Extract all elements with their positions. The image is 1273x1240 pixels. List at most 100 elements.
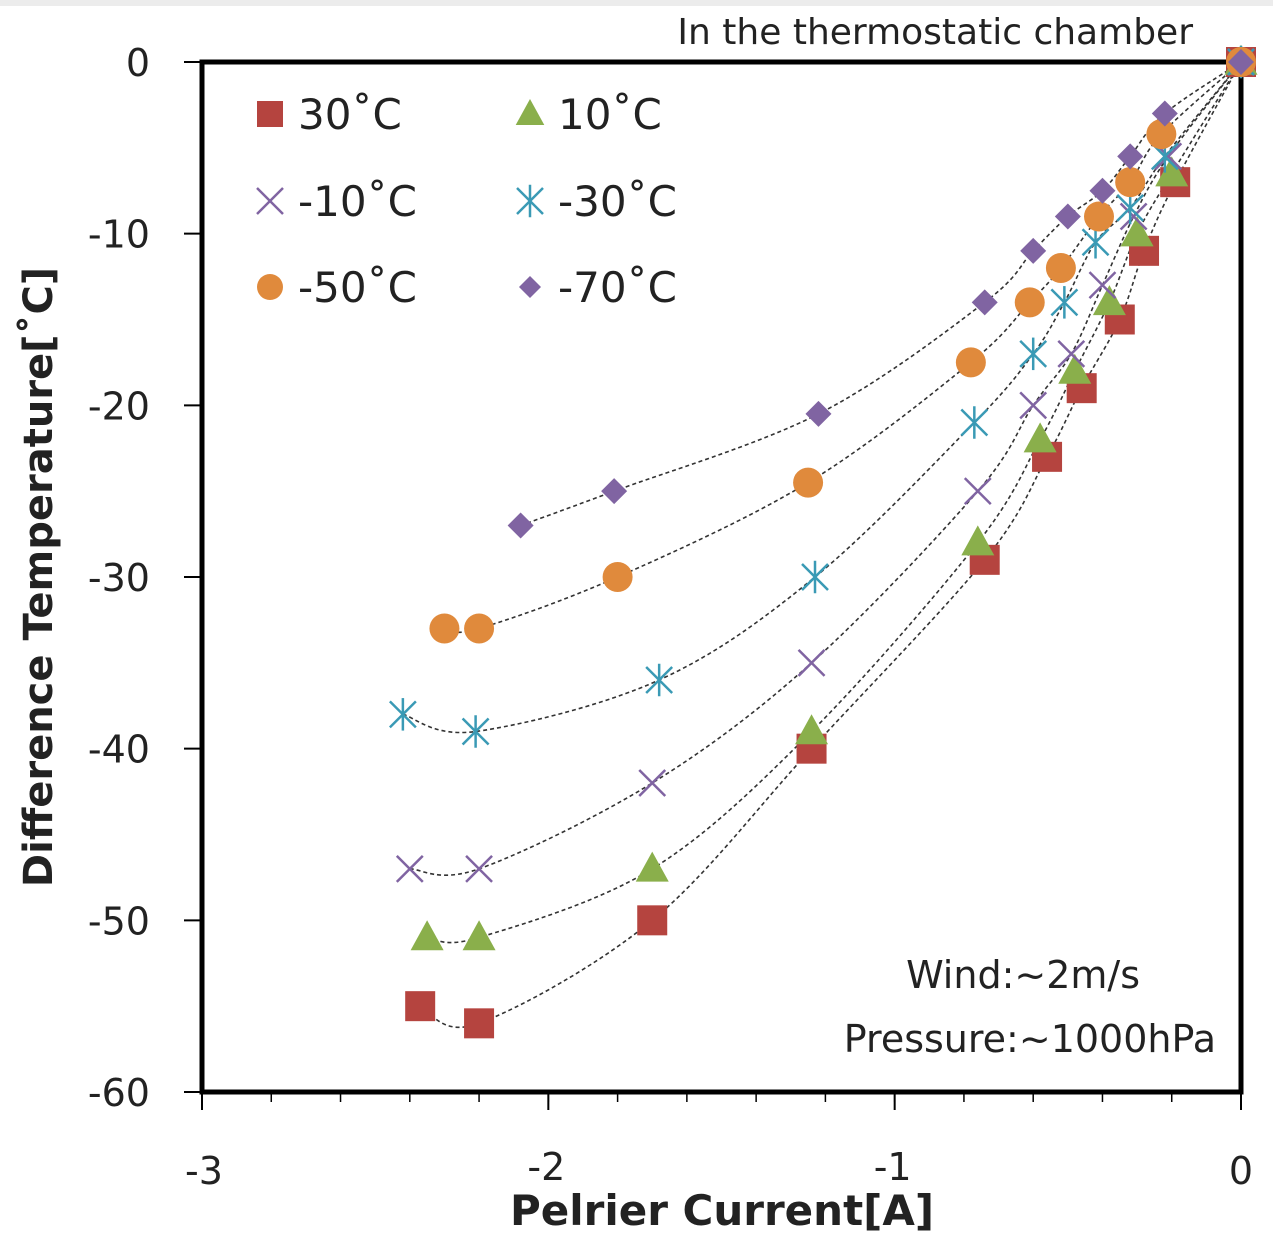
data-point-series-1 (1023, 422, 1057, 453)
y-axis-label: Difference Temperature[˚C] (15, 267, 62, 887)
data-point-series-1-shape (1023, 422, 1057, 453)
annotation-wind: Wind:~2m/s (906, 953, 1140, 997)
data-point-series-5 (1089, 177, 1116, 204)
data-point-series-3 (388, 698, 417, 731)
data-point-series-2 (1019, 391, 1048, 420)
data-point-series-3 (960, 406, 989, 439)
data-point-series-4-shape (1146, 119, 1177, 150)
legend-label-1: 10˚C (558, 90, 662, 139)
data-point-series-0-shape (464, 1008, 495, 1039)
data-point-series-1-shape (1120, 216, 1154, 247)
data-point-series-1-shape (410, 920, 444, 951)
legend-marker-3 (516, 184, 544, 218)
legend-label-5: -70˚C (558, 263, 677, 312)
data-point-series-2 (465, 854, 493, 883)
trend-line-series-2 (409, 61, 1242, 876)
data-point-series-2 (638, 769, 667, 797)
data-point-series-5-shape (805, 400, 832, 427)
data-point-series-4 (1014, 287, 1045, 318)
x-tick-label: -3 (185, 1149, 223, 1193)
data-point-series-4 (429, 613, 460, 644)
data-point-series-1-shape (1155, 156, 1189, 187)
data-point-series-1 (1155, 156, 1189, 187)
legend-label-3: -30˚C (558, 177, 677, 226)
data-point-series-4-shape (1084, 201, 1115, 232)
trend-line-series-3 (402, 61, 1242, 734)
data-point-series-4-shape (602, 562, 633, 592)
data-point-series-2-stroke (1019, 391, 1048, 420)
data-point-series-4 (1045, 253, 1076, 283)
data-point-series-2-stroke (797, 648, 826, 677)
y-tick-label: -40 (88, 728, 150, 772)
data-point-series-2-stroke (1154, 142, 1183, 171)
data-point-series-1-shape (961, 525, 995, 556)
data-point-series-4-shape (429, 613, 460, 644)
data-point-series-5-shape (1020, 237, 1047, 264)
data-point-series-0-shape (637, 905, 668, 936)
data-point-series-5-shape (601, 478, 628, 505)
data-point-series-4 (1146, 119, 1177, 150)
data-point-series-2-stroke (1119, 202, 1148, 231)
data-point-series-3 (1050, 286, 1079, 319)
data-point-series-5 (971, 289, 998, 316)
data-point-series-0 (637, 905, 668, 936)
data-point-series-1 (635, 851, 669, 882)
data-point-series-5 (1054, 203, 1081, 230)
data-point-series-5-shape (1117, 143, 1144, 170)
data-point-series-5 (1020, 237, 1047, 264)
data-point-series-1 (1092, 285, 1126, 316)
data-point-series-1 (410, 920, 444, 951)
data-point-series-5-shape (1054, 203, 1081, 230)
data-point-series-2 (1057, 339, 1086, 368)
legend-label-4: -50˚C (298, 263, 417, 312)
legend-marker-5 (519, 276, 541, 298)
legend-marker-0 (257, 101, 283, 127)
data-point-series-2-stroke (465, 854, 493, 883)
data-point-series-3 (461, 715, 490, 748)
trend-line-series-0 (419, 61, 1242, 1029)
x-tick-label: 0 (1229, 1149, 1253, 1193)
data-point-series-5 (507, 512, 534, 539)
data-point-series-2 (963, 477, 992, 506)
chart-title: In the thermostatic chamber (677, 12, 1193, 53)
data-point-series-4 (602, 562, 633, 592)
data-point-series-1-shape (1058, 353, 1092, 384)
data-point-series-2-stroke (1057, 339, 1086, 368)
data-point-series-4 (464, 613, 495, 644)
data-point-series-4 (1084, 201, 1115, 232)
y-tick-label: -20 (88, 384, 150, 428)
x-axis-label: Pelrier Current[A] (510, 1186, 934, 1235)
data-point-series-1 (1058, 353, 1092, 384)
data-point-series-0 (405, 991, 436, 1022)
data-point-series-1 (462, 920, 496, 951)
data-point-series-1 (961, 525, 995, 556)
data-point-series-1-shape (462, 920, 496, 951)
data-point-series-5 (805, 400, 832, 427)
data-point-series-4-shape (1045, 253, 1076, 283)
data-point-series-1 (1120, 216, 1154, 247)
data-point-series-2-stroke (1088, 271, 1117, 300)
data-point-series-5 (1151, 100, 1178, 127)
top-border-strip (0, 0, 1273, 6)
legend-marker-2 (256, 187, 284, 215)
legend-label-0: 30˚C (298, 90, 402, 139)
data-point-series-5-shape (1228, 49, 1254, 75)
x-tick-label: -1 (874, 1145, 912, 1189)
data-point-series-5-shape (1089, 177, 1116, 204)
trend-line-series-5 (520, 61, 1242, 527)
data-point-series-2-stroke (963, 477, 992, 506)
data-point-series-4-shape (1115, 167, 1146, 198)
data-point-series-3 (1019, 337, 1048, 371)
data-point-series-1-shape (635, 851, 669, 882)
data-point-series-1-shape (1092, 285, 1126, 316)
data-point-series-5 (1228, 49, 1254, 75)
y-tick-label: -30 (88, 556, 150, 600)
data-point-series-0-shape (405, 991, 436, 1022)
data-point-series-4-shape (955, 347, 986, 378)
data-point-series-3 (645, 663, 674, 697)
trend-line-series-4 (444, 61, 1242, 634)
legend-marker-4-shape (257, 274, 283, 300)
data-point-series-2 (1088, 271, 1117, 300)
data-point-series-3 (801, 560, 829, 594)
